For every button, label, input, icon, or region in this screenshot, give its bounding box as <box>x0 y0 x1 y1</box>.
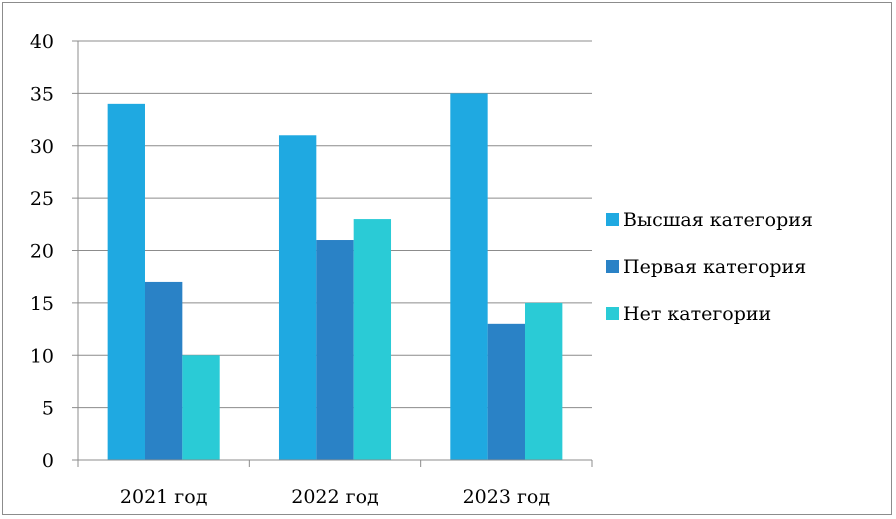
legend-swatch <box>606 307 619 320</box>
y-tick-label: 10 <box>30 345 54 367</box>
bar-3-1 <box>182 355 220 460</box>
x-tick-label: 2023 год <box>463 486 551 508</box>
legend-swatch <box>606 213 619 226</box>
legend-swatch <box>606 260 619 273</box>
bar-1-1 <box>107 103 145 460</box>
x-tick-label: 2022 год <box>291 486 379 508</box>
axes <box>72 40 593 467</box>
legend-label: Нет категории <box>623 303 771 325</box>
x-tick-label: 2021 год <box>120 486 208 508</box>
bar-3-3 <box>525 302 563 460</box>
legend-label: Первая категория <box>623 256 806 278</box>
legend: Высшая категория Первая категория Нет кате… <box>606 209 813 325</box>
y-tick-label: 0 <box>42 450 54 472</box>
y-tick-label: 20 <box>30 241 54 263</box>
bar-2-3 <box>487 323 526 460</box>
x-tick-labels: 2021 год 2022 год 2023 год <box>120 486 550 508</box>
y-tick-label: 25 <box>30 188 54 210</box>
y-tick-label: 40 <box>30 31 54 53</box>
bar-1-2 <box>278 135 317 460</box>
y-tick-label: 5 <box>42 398 54 420</box>
bar-2-1 <box>144 281 183 460</box>
y-tick-label: 35 <box>30 83 54 105</box>
y-tick-label: 30 <box>30 136 54 158</box>
bar-1-3 <box>450 93 488 460</box>
bar-2-2 <box>316 240 354 460</box>
y-tick-labels: 0 5 10 15 20 25 30 35 40 <box>30 31 54 472</box>
bars <box>107 93 563 460</box>
y-tick-label: 15 <box>30 293 54 315</box>
bar-3-2 <box>353 219 392 460</box>
legend-label: Высшая категория <box>623 209 813 231</box>
